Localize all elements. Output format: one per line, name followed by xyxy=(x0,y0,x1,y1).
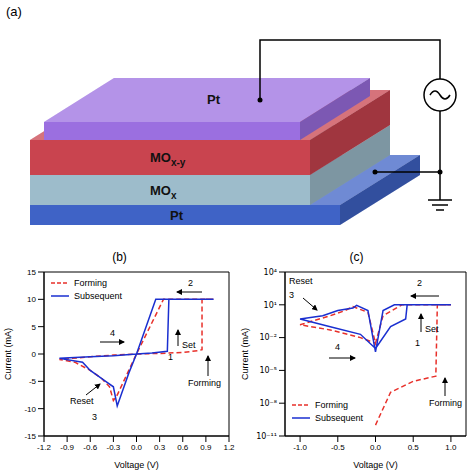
svg-text:10⁻¹¹: 10⁻¹¹ xyxy=(256,432,277,441)
svg-text:10⁴: 10⁴ xyxy=(264,268,277,277)
html-text:Forming: Forming xyxy=(74,277,107,288)
svg-text:-0.9: -0.9 xyxy=(60,443,74,452)
html-text:Forming: Forming xyxy=(188,378,221,388)
svg-text:10⁻⁸: 10⁻⁸ xyxy=(259,399,277,408)
svg-text:Pt: Pt xyxy=(170,208,184,223)
html-text:4: 4 xyxy=(110,328,115,338)
svg-text:(a): (a) xyxy=(6,4,22,19)
html-text:Reset: Reset xyxy=(70,396,94,406)
svg-text:-1.0: -1.0 xyxy=(293,443,307,452)
svg-text:-0.3: -0.3 xyxy=(106,443,120,452)
svg-text:0.3: 0.3 xyxy=(154,443,166,452)
html-text:Subsequent: Subsequent xyxy=(74,290,122,301)
html-text:(b): (b) xyxy=(112,250,127,264)
svg-text:-10: -10 xyxy=(24,405,36,414)
html-text:Set: Set xyxy=(182,340,196,350)
svg-text:10¹: 10¹ xyxy=(264,301,277,310)
html-text:3: 3 xyxy=(289,290,294,300)
svg-text:Pt: Pt xyxy=(207,92,221,107)
html-text:1: 1 xyxy=(168,352,173,362)
svg-text:0.6: 0.6 xyxy=(177,443,189,452)
html-text:2: 2 xyxy=(188,278,193,288)
html-text:Forming: Forming xyxy=(315,399,348,410)
svg-text:Current (mA): Current (mA) xyxy=(3,328,13,380)
svg-text:0: 0 xyxy=(32,350,37,359)
svg-text:-0.5: -0.5 xyxy=(331,443,345,452)
svg-text:10⁻⁵: 10⁻⁵ xyxy=(259,366,277,375)
svg-text:0.9: 0.9 xyxy=(200,443,212,452)
svg-text:0.0: 0.0 xyxy=(370,443,382,452)
html-text:2: 2 xyxy=(417,278,422,288)
svg-text:-1.2: -1.2 xyxy=(37,443,51,452)
svg-text:Current (mA): Current (mA) xyxy=(240,328,250,380)
svg-text:Voltage (V): Voltage (V) xyxy=(353,460,398,470)
svg-text:1.0: 1.0 xyxy=(445,443,457,452)
svg-text:10: 10 xyxy=(27,295,36,304)
svg-text:15: 15 xyxy=(27,268,36,277)
svg-text:10⁻²: 10⁻² xyxy=(259,333,277,342)
svg-text:Voltage (V): Voltage (V) xyxy=(114,460,159,470)
svg-text:1.2: 1.2 xyxy=(223,443,235,452)
svg-text:-15: -15 xyxy=(24,432,36,441)
html-text:Set: Set xyxy=(425,324,439,334)
html-text:1: 1 xyxy=(415,338,420,348)
svg-text:MOx-y: MOx-y xyxy=(150,150,186,168)
svg-text:0.0: 0.0 xyxy=(131,443,143,452)
svg-text:5: 5 xyxy=(32,323,37,332)
html-text:Forming: Forming xyxy=(429,398,462,408)
svg-text:MOx: MOx xyxy=(150,183,177,201)
html-text:(c): (c) xyxy=(349,250,364,264)
svg-text:0.5: 0.5 xyxy=(408,443,420,452)
html-text:4: 4 xyxy=(335,342,340,352)
html-text:3: 3 xyxy=(92,412,97,422)
svg-text:-0.6: -0.6 xyxy=(83,443,97,452)
svg-text:-5: -5 xyxy=(29,377,37,386)
html-text:Subsequent: Subsequent xyxy=(315,412,363,423)
html-text:Reset: Reset xyxy=(289,276,313,286)
